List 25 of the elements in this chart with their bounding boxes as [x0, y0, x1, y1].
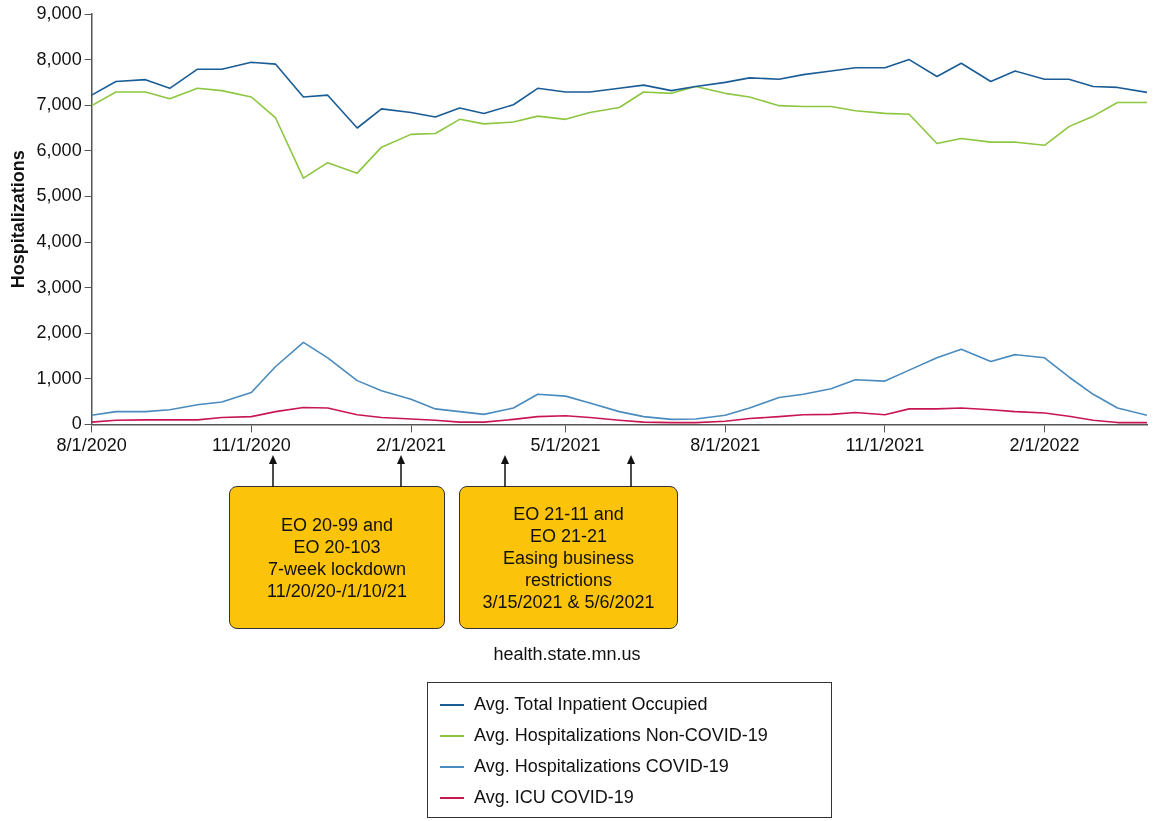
y-tick-label: 6,000 — [36, 139, 82, 160]
y-tick-label: 8,000 — [36, 48, 82, 69]
y-tick-label: 2,000 — [36, 322, 82, 343]
y-tick-label: 7,000 — [36, 94, 82, 115]
x-tick-label: 8/1/2020 — [56, 435, 127, 456]
x-tick-label: 2/1/2022 — [1009, 435, 1080, 456]
text: EO 20-99 and EO 20-103 7-week lockdown 11/20/20-/1/10/21 — [229, 486, 445, 629]
y-tick-label: 3,000 — [36, 276, 82, 297]
x-tick-label: 8/1/2021 — [690, 435, 761, 456]
x-tick-label: 5/1/2021 — [530, 435, 601, 456]
legend-label: Avg. Hospitalizations COVID-19 — [474, 756, 729, 777]
y-tick-label: 1,000 — [36, 367, 82, 388]
y-tick-label: 9,000 — [36, 2, 82, 23]
x-tick-label: 11/1/2020 — [211, 435, 291, 456]
x-tick-label: 11/1/2021 — [845, 435, 925, 456]
y-tick-label: 0 — [71, 413, 82, 434]
y-tick-label: 5,000 — [36, 185, 82, 206]
text: EO 21-11 and EO 21-21 Easing business restrictions 3/15/2021 & 5/6/2021 — [459, 486, 678, 629]
y-tick-label: 4,000 — [36, 230, 82, 251]
legend-label: Avg. Hospitalizations Non-COVID-19 — [474, 725, 768, 746]
x-tick-label: 2/1/2021 — [375, 435, 447, 456]
text: health.state.mn.us — [492, 644, 642, 665]
legend-label: Avg. Total Inpatient Occupied — [474, 694, 708, 715]
legend-label: Avg. ICU COVID-19 — [474, 787, 634, 808]
y-axis-title: Hospitalizations — [7, 150, 28, 289]
